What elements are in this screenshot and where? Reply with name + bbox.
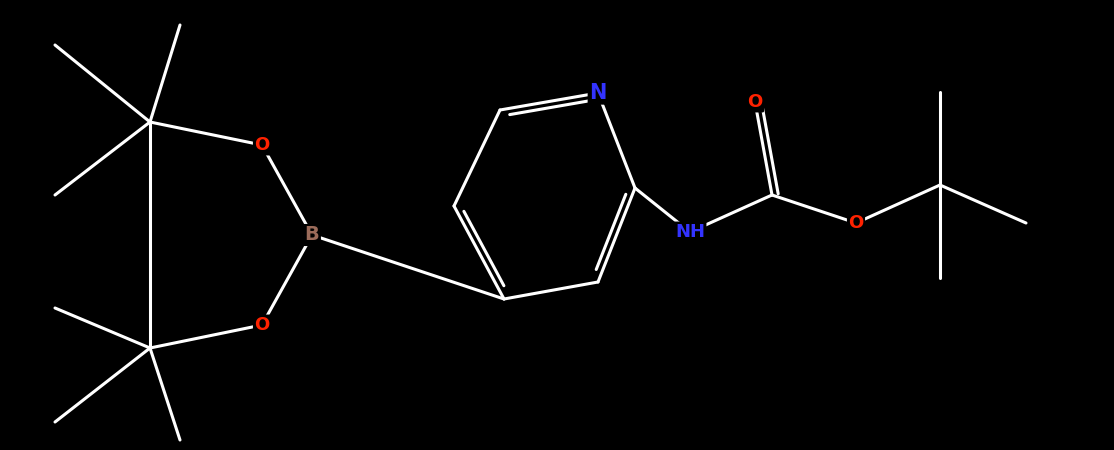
- Text: O: O: [254, 316, 270, 334]
- Text: O: O: [849, 214, 863, 232]
- Text: O: O: [747, 93, 763, 111]
- Text: B: B: [304, 225, 320, 244]
- Text: NH: NH: [675, 223, 705, 241]
- Text: O: O: [254, 136, 270, 154]
- Text: N: N: [589, 83, 607, 103]
